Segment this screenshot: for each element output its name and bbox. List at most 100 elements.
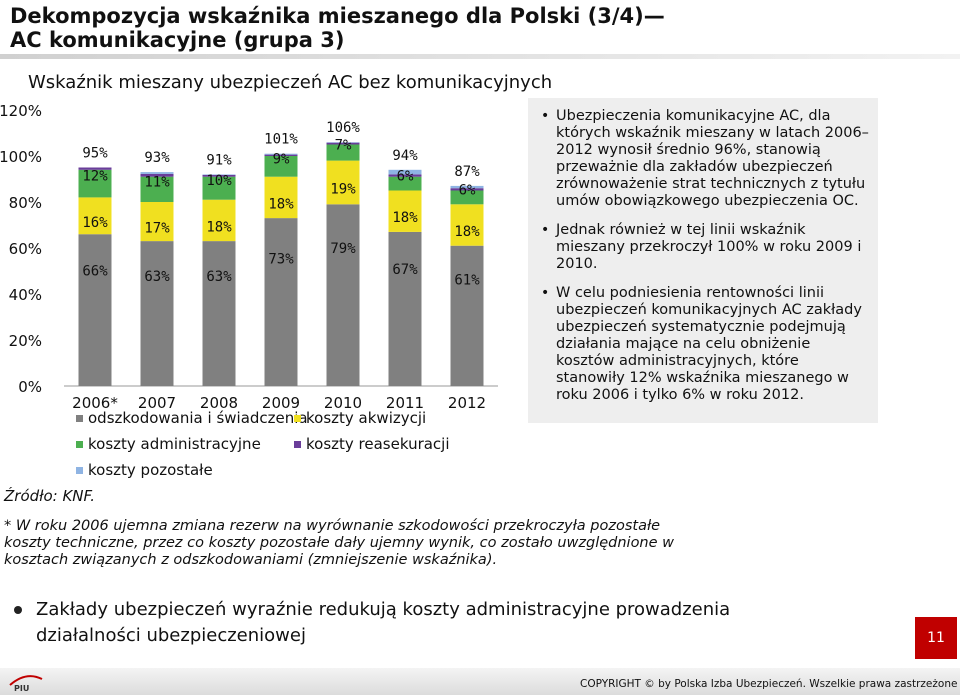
y-tick-label: 20%: [9, 332, 42, 350]
bar-segment: [140, 202, 174, 242]
slide-title-line2: AC komunikacyjne (grupa 3): [10, 28, 345, 52]
legend-swatch-reinsurance: [294, 441, 301, 448]
legend-swatch-admin: [76, 441, 83, 448]
data-label: 63%: [206, 269, 232, 285]
bar-segment: [140, 172, 174, 174]
legend-label-admin: koszty administracyjne: [88, 435, 261, 453]
data-label: 63%: [144, 269, 170, 285]
data-label: 87%: [454, 164, 480, 180]
legend-item-admin: koszty administracyjne: [76, 435, 261, 453]
legend-item-other: koszty pozostałe: [76, 461, 213, 479]
data-label: 61%: [454, 272, 480, 288]
data-label: 66%: [82, 264, 108, 280]
bar-segment: [78, 234, 112, 386]
slide-title: Dekompozycja wskaźnika mieszanego dla Po…: [10, 4, 710, 52]
bar-segment: [450, 185, 484, 189]
legend-item-claims: odszkodowania i świadczenia: [76, 409, 308, 427]
legend-label-other: koszty pozostałe: [88, 461, 213, 479]
bullet-icon: [14, 606, 22, 614]
summary-text: Zakłady ubezpieczeń wyraźnie redukują ko…: [36, 599, 731, 646]
y-tick-label: 0%: [18, 378, 42, 396]
bar-segment: [202, 174, 236, 175]
logo-text: PIU: [14, 684, 29, 693]
page-number: 11: [915, 617, 957, 659]
legend-swatch-acquisition: [294, 415, 301, 422]
footnote: * W roku 2006 ujemna zmiana rezerw na wy…: [4, 518, 675, 568]
data-label: 12%: [82, 169, 108, 185]
copyright: COPYRIGHT © by Polska Izba Ubezpieczeń. …: [580, 678, 958, 690]
data-label: 93%: [144, 150, 170, 166]
data-label: 10%: [206, 173, 232, 189]
bar-segment: [450, 188, 484, 191]
y-tick-label: 60%: [9, 240, 42, 258]
legend-item-reinsurance: koszty reasekuracji: [294, 435, 450, 453]
bar-segment: [450, 190, 484, 205]
bar-segment: [388, 231, 422, 386]
legend-label-claims: odszkodowania i świadczenia: [88, 409, 308, 427]
bar-segment: [140, 176, 174, 202]
legend-swatch-claims: [76, 415, 83, 422]
bar-segment: [264, 154, 298, 156]
bar-segment: [202, 241, 236, 386]
legend-label-acquisition: koszty akwizycji: [306, 409, 427, 427]
bar-segment: [388, 190, 422, 232]
bar-segment: [264, 156, 298, 177]
data-label: 17%: [144, 221, 170, 237]
bar-segment: [388, 169, 422, 175]
data-label: 16%: [82, 215, 108, 231]
title-divider: [0, 54, 960, 59]
bar-segment: [326, 204, 360, 386]
data-label: 18%: [206, 219, 232, 235]
chart-title: Wskaźnik mieszany ubezpieczeń AC bez kom…: [28, 72, 553, 93]
stacked-bar-chart: 0% 20% 40% 60% 80% 100% 120% 66% 16% 12% 95% 2006* 6…: [0, 102, 498, 412]
data-label: 11%: [144, 174, 170, 190]
info-bullet: Jednak również w tej linii wskaźnik mies…: [541, 222, 870, 273]
data-label: 6%: [459, 182, 476, 198]
bar-segment: [326, 142, 360, 143]
bar-segment: [202, 174, 236, 177]
bar-segment: [264, 176, 298, 219]
bar-segment: [78, 169, 112, 198]
data-label: 18%: [454, 224, 480, 240]
slide-title-line1: Dekompozycja wskaźnika mieszanego dla Po…: [10, 4, 665, 28]
bar-segment: [264, 153, 298, 155]
bar-segment: [326, 142, 360, 145]
x-tick-label: 2007: [138, 394, 176, 412]
info-bullet: Ubezpieczenia komunikacyjne AC, dla któr…: [541, 108, 870, 210]
info-list: Ubezpieczenia komunikacyjne AC, dla któr…: [528, 98, 878, 404]
bar-segment: [388, 174, 422, 177]
bar-segment: [388, 176, 422, 191]
bar-segment: [78, 167, 112, 170]
data-label: 19%: [330, 181, 356, 197]
bar-segment: [202, 199, 236, 242]
legend-item-acquisition: koszty akwizycji: [294, 409, 426, 427]
y-tick-label: 40%: [9, 286, 42, 304]
source-note: Źródło: KNF.: [4, 487, 95, 505]
data-label: 101%: [264, 132, 298, 148]
data-label: 18%: [268, 196, 294, 212]
data-label: 94%: [392, 148, 418, 164]
x-tick-label: 2012: [448, 394, 486, 412]
bar-segment: [326, 144, 360, 161]
bar-segment: [140, 173, 174, 177]
y-tick-label: 120%: [0, 102, 42, 120]
footer-bar: [0, 668, 960, 695]
data-label: 79%: [330, 241, 356, 257]
info-box: Ubezpieczenia komunikacyjne AC, dla któr…: [528, 98, 878, 423]
data-label: 7%: [335, 138, 352, 154]
legend-label-reinsurance: koszty reasekuracji: [306, 435, 450, 453]
data-label: 9%: [273, 151, 290, 167]
data-label: 18%: [392, 210, 418, 226]
y-tick-label: 80%: [9, 194, 42, 212]
x-tick-label: 2010: [324, 394, 362, 412]
info-bullet: W celu podniesienia rentowności linii ub…: [541, 285, 870, 404]
legend-swatch-other: [76, 467, 83, 474]
x-tick-label: 2006*: [72, 394, 118, 412]
bar-segment: [450, 204, 484, 246]
x-tick-label: 2011: [386, 394, 424, 412]
bar-segment: [140, 241, 174, 386]
data-label: 6%: [397, 169, 414, 185]
bar-segment: [202, 176, 236, 200]
bar-segment: [450, 245, 484, 386]
piu-logo-icon: PIU: [9, 675, 43, 693]
